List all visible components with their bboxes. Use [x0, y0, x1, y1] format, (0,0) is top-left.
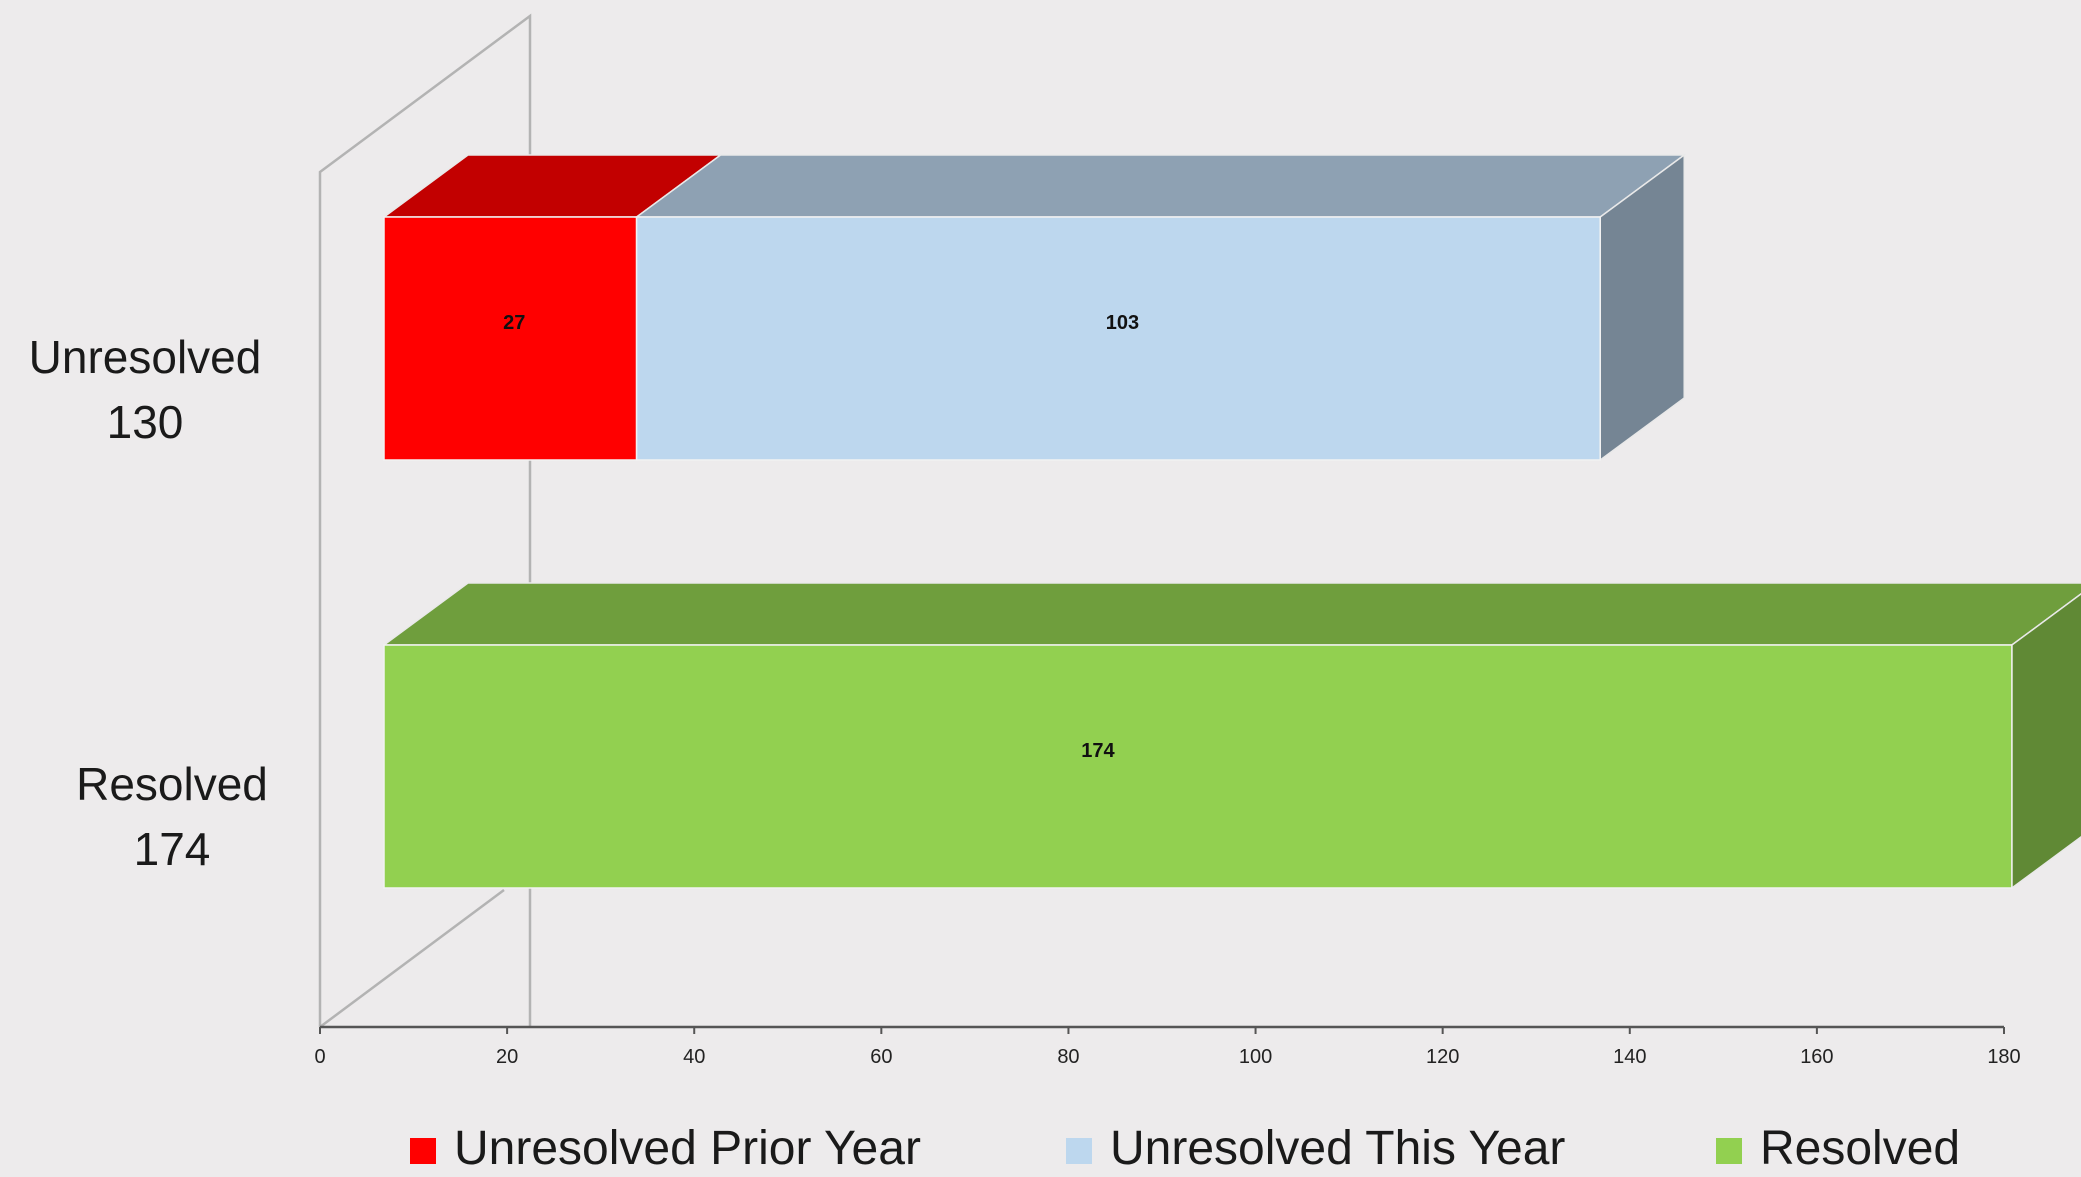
x-tick-label-1: 20: [496, 1046, 518, 1068]
data-label-unresolved-this-year-1: 103: [1106, 312, 1139, 334]
floor-edge-line: [319, 888, 505, 1029]
plot-walls: [318, 13, 532, 1029]
legend-label-unresolved-this-year: Unresolved This Year: [1110, 1122, 1565, 1172]
bar-series-group: 27 103 174: [381, 153, 2081, 890]
x-tick-label-0: 0: [314, 1046, 325, 1068]
bar-top-unresolved-this-year-1: [634, 154, 1687, 218]
legend-label-resolved: Resolved: [1760, 1122, 1960, 1172]
y-axis-labels: Resolved 174 Unresolved 130: [29, 331, 268, 875]
bar-unresolved-this-year-1: [635, 216, 1601, 461]
x-tick-label-5: 100: [1239, 1046, 1272, 1068]
x-axis: 0 20 40 60 80 100 120 140 160 180: [314, 1025, 2021, 1068]
legend-swatch-unresolved-prior-year: [410, 1138, 436, 1164]
x-tick-label-9: 180: [1987, 1046, 2020, 1068]
x-tick-label-4: 80: [1057, 1046, 1079, 1068]
legend-swatch-resolved: [1716, 1138, 1742, 1164]
bar-unresolved-prior-year-1: [383, 216, 638, 461]
category-label-1: Unresolved 130: [29, 331, 262, 448]
x-tick-label-6: 120: [1426, 1046, 1459, 1068]
bar-resolved-0: [383, 644, 2013, 889]
side-wall-frame: [318, 13, 532, 1027]
bar-top-resolved-0: [381, 582, 2081, 646]
legend-label-unresolved-prior-year: Unresolved Prior Year: [454, 1122, 921, 1172]
x-tick-label-8: 160: [1800, 1046, 1833, 1068]
x-tick-label-3: 60: [870, 1046, 892, 1068]
category-label-0: Resolved 174: [76, 758, 268, 875]
x-tick-label-2: 40: [683, 1046, 705, 1068]
data-label-resolved-0: 174: [1081, 740, 1115, 762]
legend-swatch-unresolved-this-year: [1066, 1138, 1092, 1164]
legend: Unresolved Prior Year Unresolved This Yea…: [410, 1122, 1960, 1175]
x-tick-label-7: 140: [1613, 1046, 1646, 1068]
data-label-unresolved-prior-year-1: 27: [503, 312, 525, 334]
